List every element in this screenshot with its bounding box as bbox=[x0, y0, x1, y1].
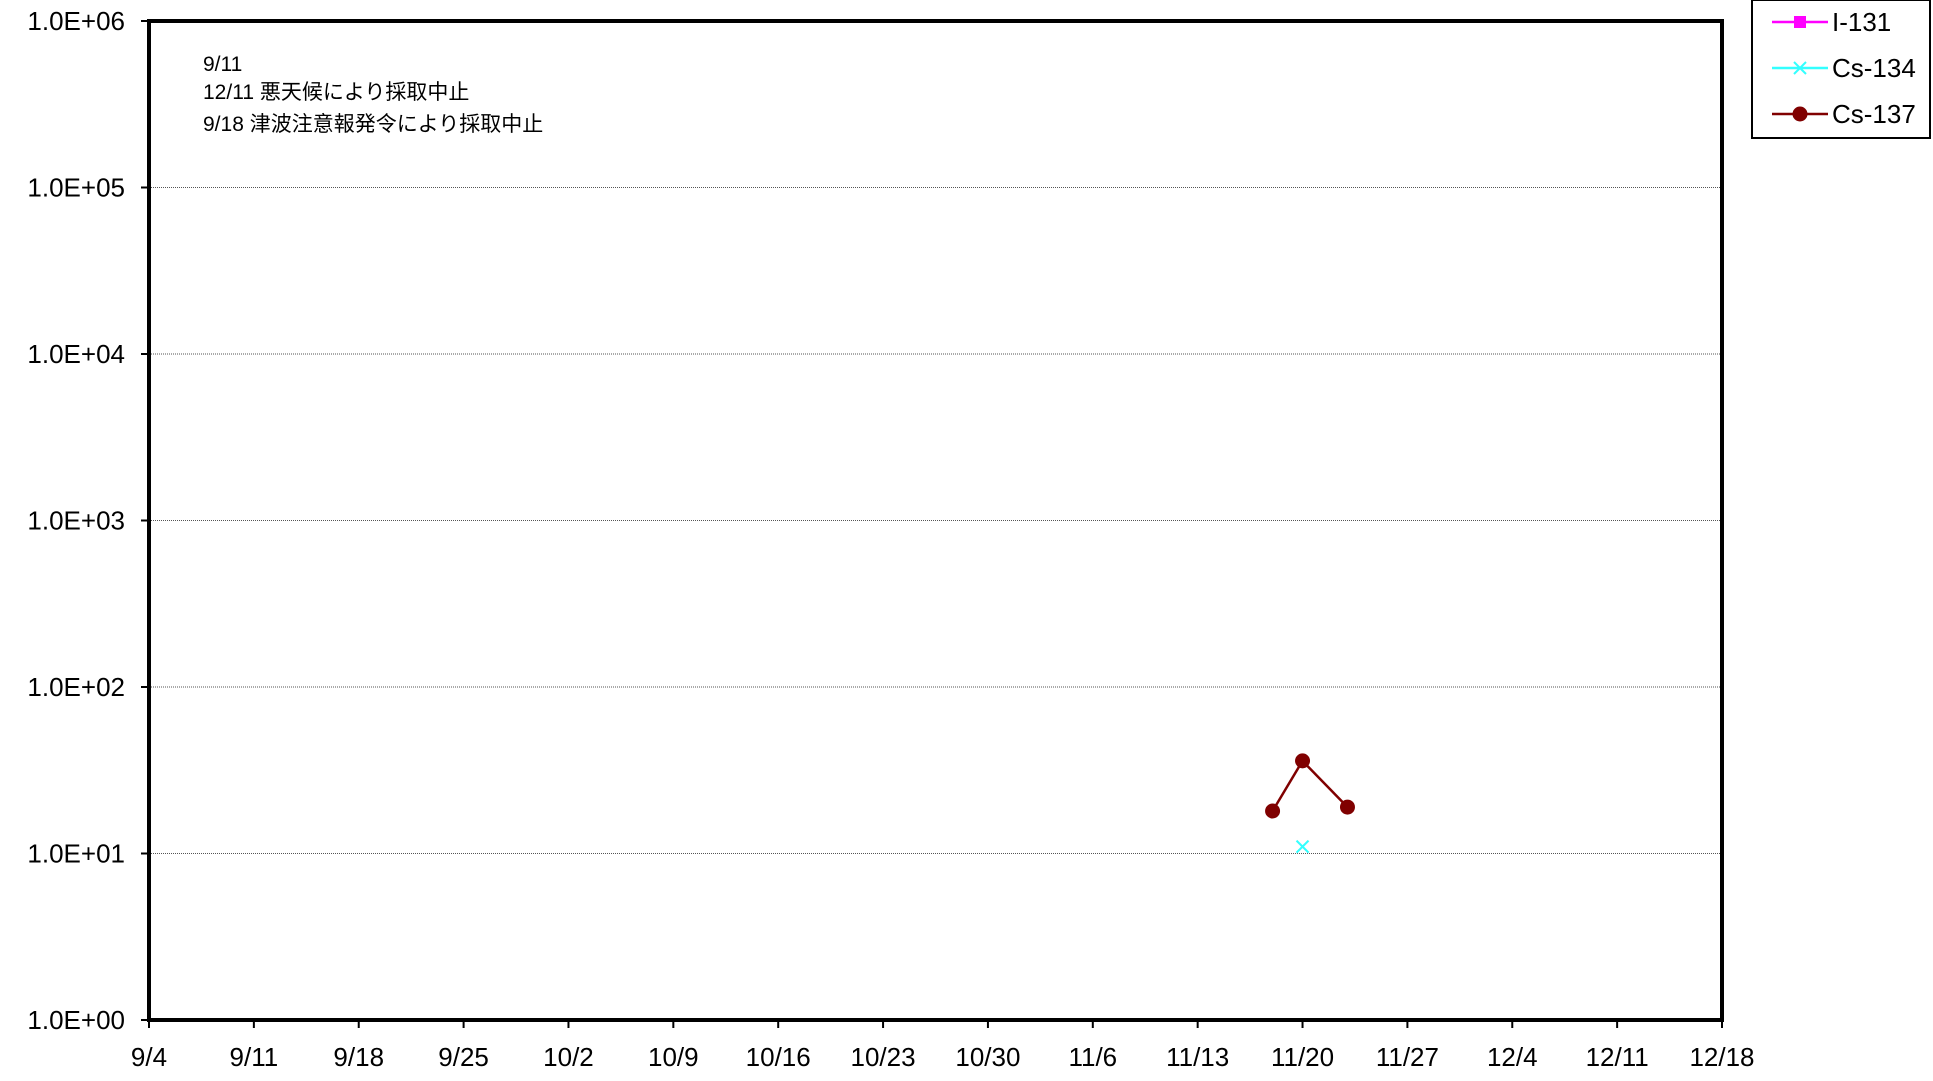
x-tick-label: 10/9 bbox=[648, 1042, 699, 1072]
series-line-cs-137 bbox=[1271, 758, 1349, 812]
x-tick-label: 11/20 bbox=[1271, 1042, 1334, 1072]
series-cs-134 bbox=[1295, 839, 1310, 854]
data-point-cs-137 bbox=[1339, 799, 1355, 815]
x-tick-label: 11/6 bbox=[1068, 1042, 1117, 1072]
legend-item-i-131: I-131 bbox=[1772, 7, 1891, 37]
legend-marker bbox=[1793, 61, 1807, 75]
x-tick-label: 12/11 bbox=[1586, 1042, 1649, 1072]
x-tick-label: 12/4 bbox=[1487, 1042, 1538, 1072]
data-point-cs-137 bbox=[1265, 803, 1281, 819]
x-tick-label: 10/30 bbox=[955, 1042, 1020, 1072]
legend: I-131 Cs-134 Cs-137 bbox=[1751, 0, 1931, 139]
y-tick-label: 1.0E+04 bbox=[27, 339, 125, 369]
legend-marker bbox=[1794, 16, 1806, 28]
legend-item-cs-137: Cs-137 bbox=[1772, 99, 1916, 129]
annotation-line-3: 9/18 津波注意報発令により採取中止 bbox=[203, 113, 543, 136]
legend-marker bbox=[1792, 106, 1808, 122]
x-tick-label: 9/18 bbox=[333, 1042, 384, 1072]
y-axis: 1.0E+00 1.0E+01 1.0E+02 1.0E+03 1.0E+04 1.0E+… bbox=[27, 6, 149, 1035]
y-tick-label: 1.0E+03 bbox=[27, 506, 125, 536]
x-tick-label: 9/25 bbox=[438, 1042, 489, 1072]
annotation-block: 9/11 12/11 悪天候により採取中止 9/18 津波注意報発令により採取中… bbox=[203, 53, 543, 136]
legend-label: Cs-134 bbox=[1832, 53, 1916, 83]
x-tick-label: 11/13 bbox=[1166, 1042, 1229, 1072]
x-tick-label: 12/18 bbox=[1689, 1042, 1754, 1072]
y-tick-label: 1.0E+02 bbox=[27, 672, 125, 702]
x-tick-label: 9/4 bbox=[131, 1042, 167, 1072]
gridlines bbox=[149, 187, 1722, 854]
data-point-cs-134 bbox=[1295, 839, 1310, 854]
x-tick-label: 11/27 bbox=[1376, 1042, 1439, 1072]
legend-label: I-131 bbox=[1832, 7, 1891, 37]
annotation-line-2: 12/11 悪天候により採取中止 bbox=[203, 81, 469, 104]
x-tick-label: 10/23 bbox=[851, 1042, 916, 1072]
series bbox=[1265, 753, 1355, 854]
x-tick-label: 9/11 bbox=[230, 1042, 279, 1072]
legend-item-cs-134: Cs-134 bbox=[1772, 53, 1916, 83]
x-axis: 9/4 9/11 9/18 9/25 10/2 10/9 10/16 10/23 10/30 11… bbox=[131, 1020, 1755, 1072]
data-point-cs-137 bbox=[1295, 753, 1311, 769]
x-tick-label: 10/2 bbox=[543, 1042, 594, 1072]
y-tick-label: 1.0E+06 bbox=[27, 6, 125, 36]
series-cs-137 bbox=[1265, 753, 1355, 819]
y-tick-label: 1.0E+01 bbox=[27, 839, 125, 869]
y-tick-label: 1.0E+05 bbox=[27, 173, 125, 203]
legend-label: Cs-137 bbox=[1832, 99, 1916, 129]
y-tick-label: 1.0E+00 bbox=[27, 1005, 125, 1035]
annotation-line-1: 9/11 bbox=[203, 53, 242, 76]
x-tick-label: 10/16 bbox=[746, 1042, 811, 1072]
